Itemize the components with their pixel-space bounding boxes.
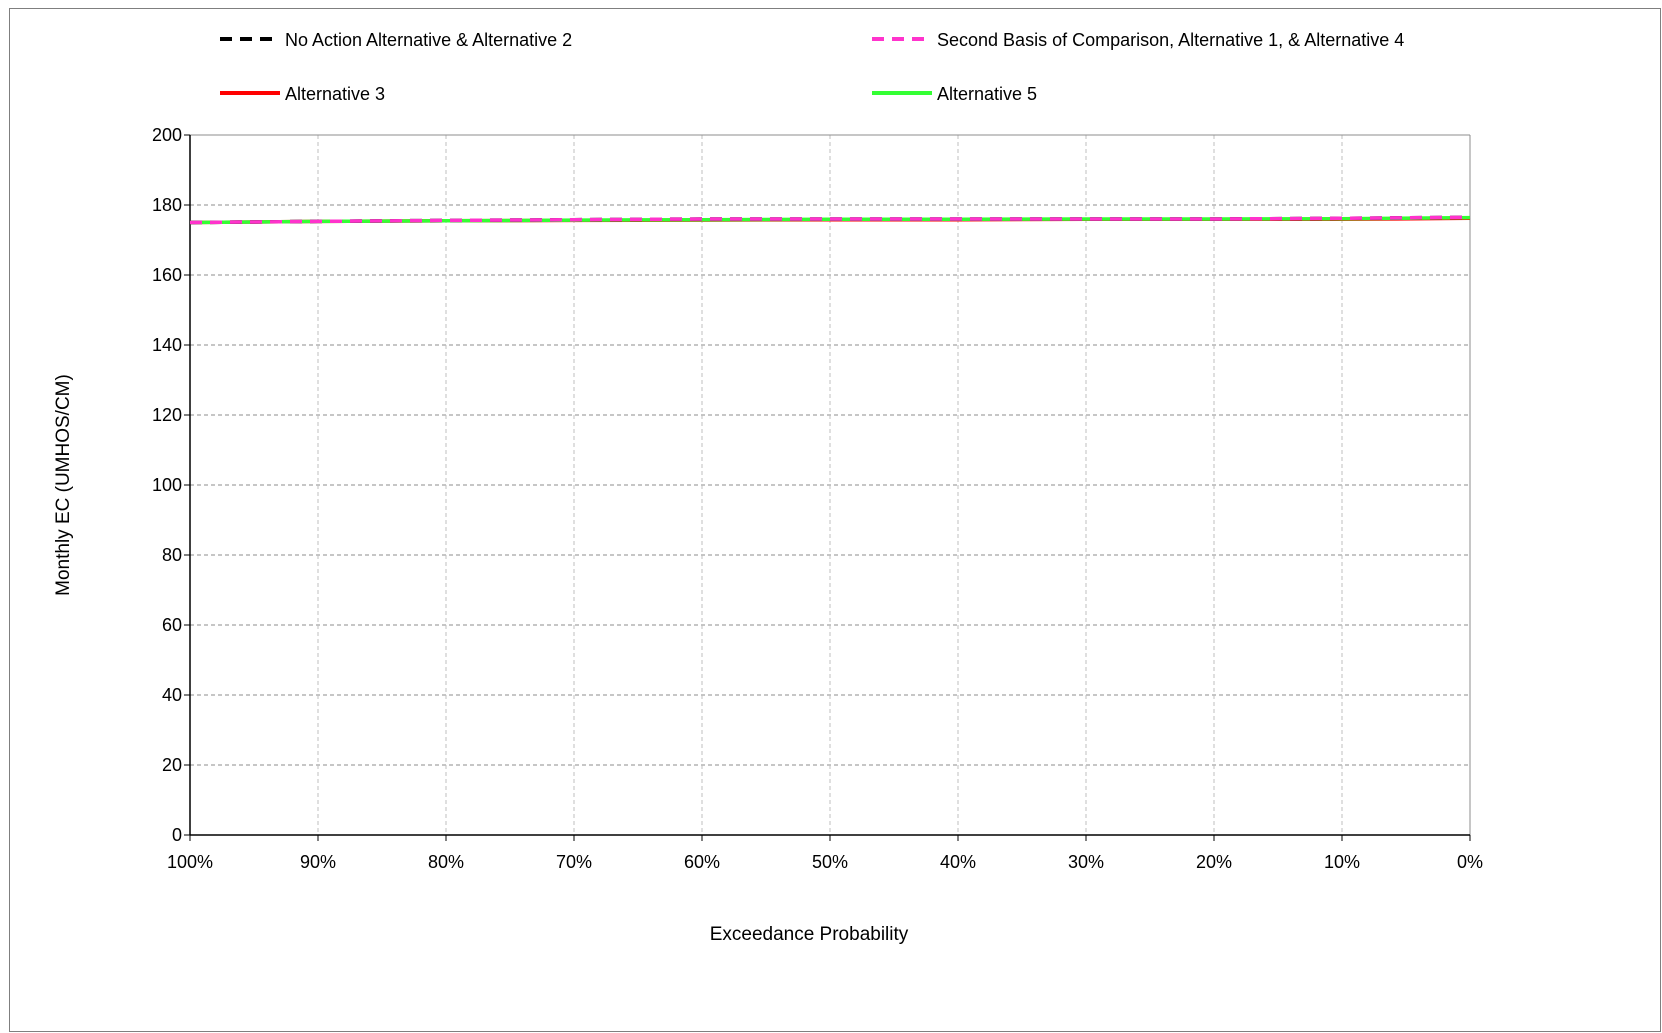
y-tick-label: 180 bbox=[152, 195, 182, 215]
x-tick-label: 50% bbox=[812, 852, 848, 872]
x-tick-label: 10% bbox=[1324, 852, 1360, 872]
y-axis-title: Monthly EC (UMHOS/CM) bbox=[53, 374, 74, 596]
x-tick-label: 0% bbox=[1457, 852, 1483, 872]
legend-label-2: Alternative 3 bbox=[285, 84, 385, 104]
legend-label-1: Second Basis of Comparison, Alternative … bbox=[937, 30, 1404, 50]
x-tick-label: 20% bbox=[1196, 852, 1232, 872]
x-tick-label: 40% bbox=[940, 852, 976, 872]
y-tick-label: 140 bbox=[152, 335, 182, 355]
y-tick-label: 200 bbox=[152, 125, 182, 145]
y-tick-label: 60 bbox=[162, 615, 182, 635]
y-tick-label: 20 bbox=[162, 755, 182, 775]
legend-label-3: Alternative 5 bbox=[937, 84, 1037, 104]
y-tick-label: 40 bbox=[162, 685, 182, 705]
x-tick-label: 100% bbox=[167, 852, 213, 872]
y-tick-label: 80 bbox=[162, 545, 182, 565]
y-tick-label: 0 bbox=[172, 825, 182, 845]
y-tick-label: 160 bbox=[152, 265, 182, 285]
x-tick-label: 30% bbox=[1068, 852, 1104, 872]
y-tick-label: 120 bbox=[152, 405, 182, 425]
x-axis-title: Exceedance Probability bbox=[710, 924, 909, 945]
x-tick-label: 60% bbox=[684, 852, 720, 872]
x-tick-label: 90% bbox=[300, 852, 336, 872]
legend-label-0: No Action Alternative & Alternative 2 bbox=[285, 30, 572, 50]
x-tick-label: 70% bbox=[556, 852, 592, 872]
x-tick-label: 80% bbox=[428, 852, 464, 872]
series-line-1 bbox=[189, 215, 1471, 225]
y-tick-label: 100 bbox=[152, 475, 182, 495]
